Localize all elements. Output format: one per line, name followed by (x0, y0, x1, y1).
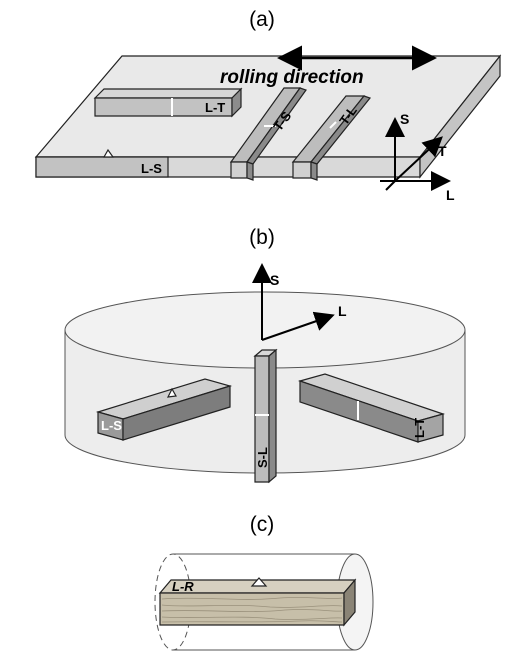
panel-c: (c) L-R (154, 513, 374, 651)
specimen-ls-label: L-S (141, 161, 162, 176)
axes-triad-b: S L (252, 263, 347, 341)
axis-l-label-b: L (338, 303, 347, 319)
panel-b: (b) S L L-S S-L (64, 226, 466, 484)
specimen-sl-b: S-L (253, 348, 278, 484)
rolling-direction-label: rolling direction (220, 67, 364, 88)
wood-grain (161, 597, 343, 623)
axis-t-label: T (438, 143, 447, 159)
specimen-lr: L-R (158, 577, 357, 627)
specimen-lr-label: L-R (172, 579, 194, 594)
specimen-tl: T-L (291, 95, 372, 181)
specimen-sl-b-label: S-L (255, 447, 270, 468)
specimen-ls-b-label: L-S (101, 418, 122, 433)
specimen-lt-label: L-T (205, 100, 225, 115)
specimen-lt-b: L-T (297, 373, 446, 443)
axis-s-label: S (400, 111, 409, 127)
panel-a-label: (a) (249, 8, 275, 31)
panel-a: (a) rolling direction L-T T-S (34, 8, 502, 203)
specimen-ts: T-S (229, 87, 307, 181)
specimen-lt-b-label: L-T (412, 418, 427, 438)
axis-l-label: L (446, 187, 455, 203)
axes-triad-a: S T L (380, 111, 455, 203)
panel-b-label: (b) (249, 226, 275, 249)
panel-c-label: (c) (250, 513, 275, 536)
specimen-lt: L-T (93, 87, 243, 118)
specimen-ls: L-S (35, 148, 169, 178)
specimen-ls-b: L-S (95, 378, 233, 441)
axis-s-label-b: S (270, 272, 279, 288)
log-cylinder-body (173, 553, 355, 651)
